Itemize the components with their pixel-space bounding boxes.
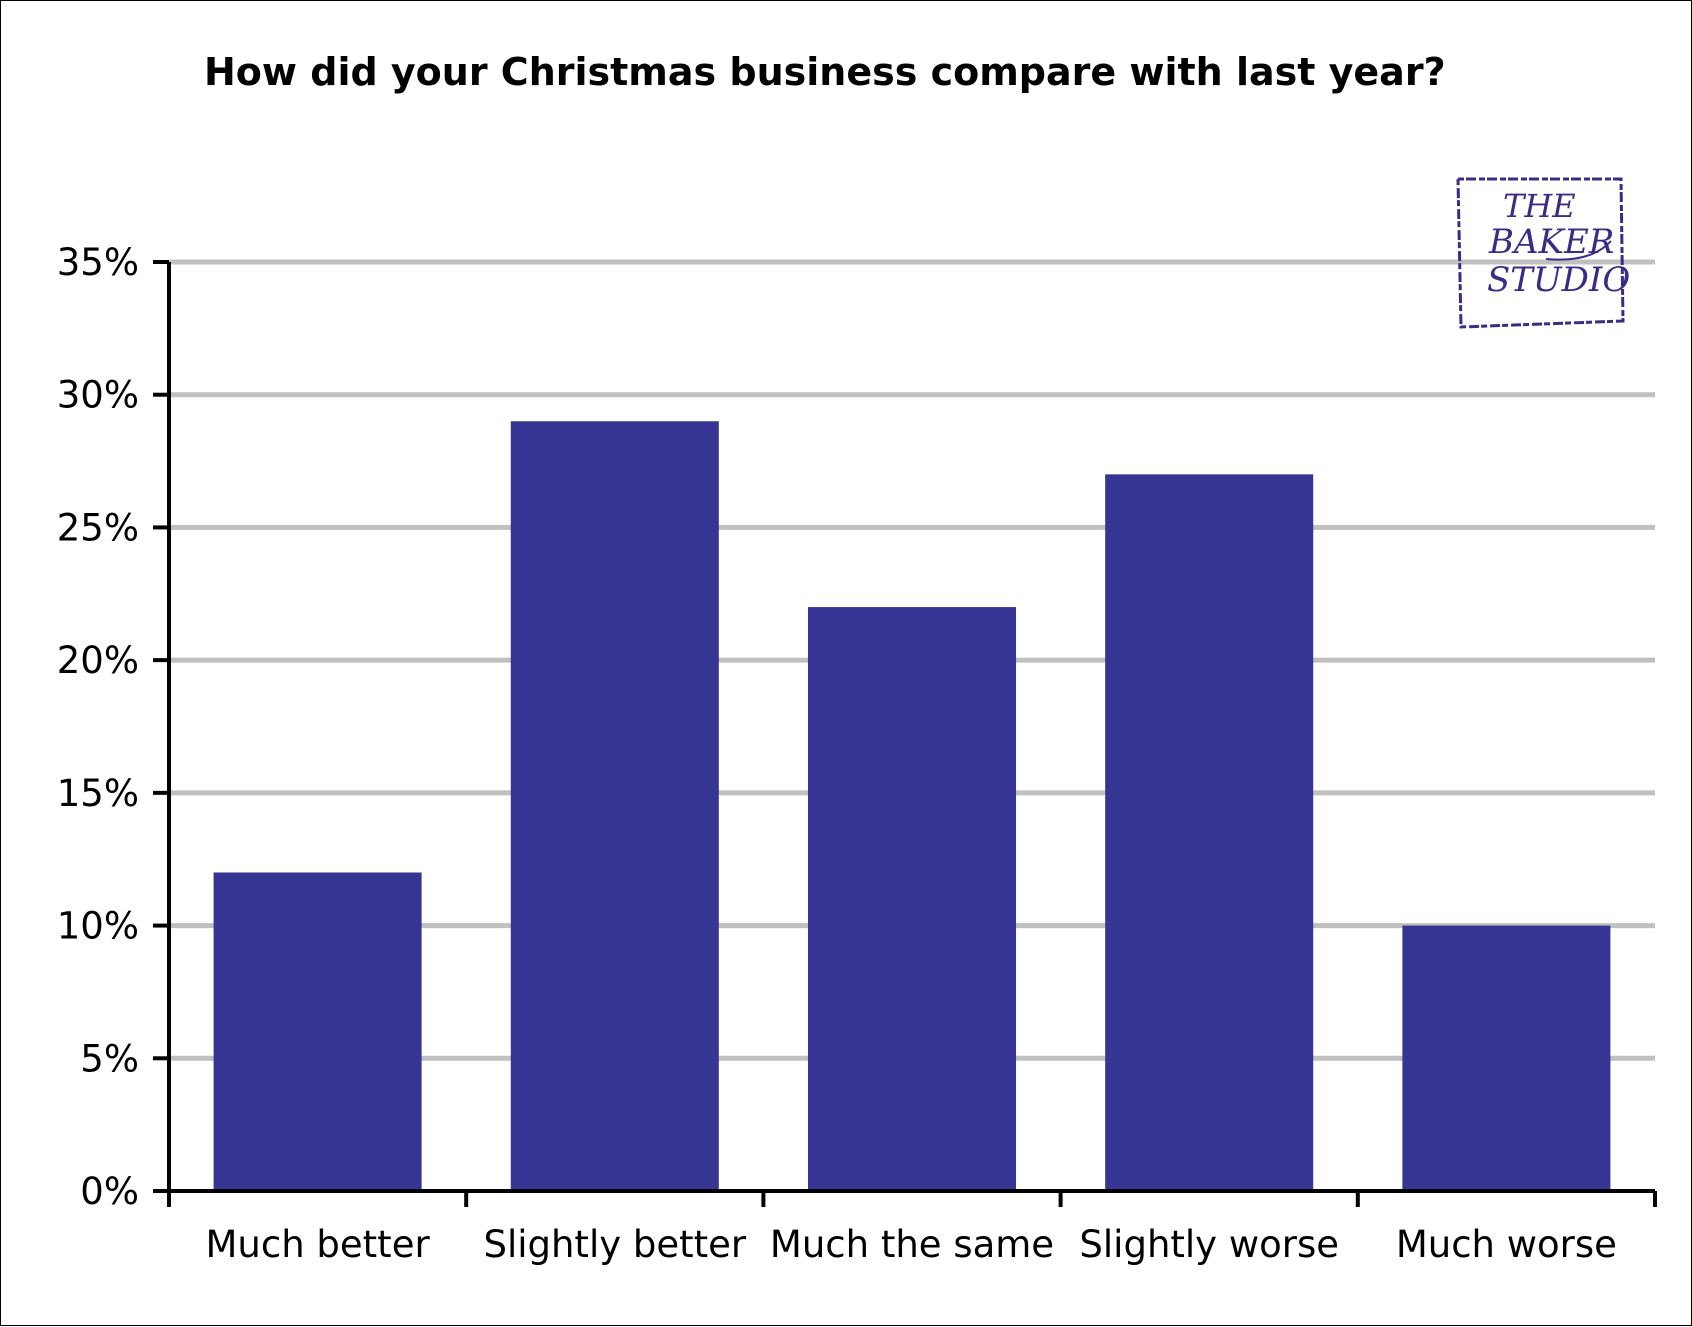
logo-line-2: BAKER xyxy=(1488,222,1614,262)
bar-slightly-worse xyxy=(1105,474,1314,1191)
y-tick-label: 20% xyxy=(57,639,139,682)
x-category-label: Much the same xyxy=(770,1223,1054,1266)
y-tick-label: 15% xyxy=(57,772,139,815)
y-tick-label: 35% xyxy=(57,241,139,284)
chart-title: How did your Christmas business compare … xyxy=(204,50,1446,94)
logo-line-3: STUDIO xyxy=(1487,260,1630,300)
logo-flourish xyxy=(1545,240,1612,261)
bar-much-the-same xyxy=(807,607,1017,1191)
y-tick-label: 5% xyxy=(80,1037,139,1080)
bars xyxy=(213,421,1611,1191)
y-tick-label: 0% xyxy=(80,1170,139,1213)
y-tick-label: 10% xyxy=(57,905,139,948)
y-tick-label: 25% xyxy=(57,506,139,549)
y-tick-labels: 0% 5% 10% 15% 20% 25% 30% 35% xyxy=(57,241,139,1213)
bar-slightly-better xyxy=(510,421,719,1191)
x-category-label: Slightly worse xyxy=(1079,1223,1339,1266)
bar-much-better xyxy=(213,872,422,1191)
logo-line-1: THE xyxy=(1503,187,1576,225)
baker-studio-logo: THE BAKER STUDIO xyxy=(1456,177,1630,329)
bar-much-worse xyxy=(1402,925,1611,1191)
axes xyxy=(153,260,1657,1207)
logo-border xyxy=(1456,177,1625,329)
x-category-label: Much worse xyxy=(1396,1223,1617,1266)
x-category-labels: Much better Slightly better Much the same S… xyxy=(206,1223,1617,1266)
y-tick-label: 30% xyxy=(57,374,139,417)
x-category-label: Slightly better xyxy=(483,1223,746,1266)
x-category-label: Much better xyxy=(206,1223,431,1266)
